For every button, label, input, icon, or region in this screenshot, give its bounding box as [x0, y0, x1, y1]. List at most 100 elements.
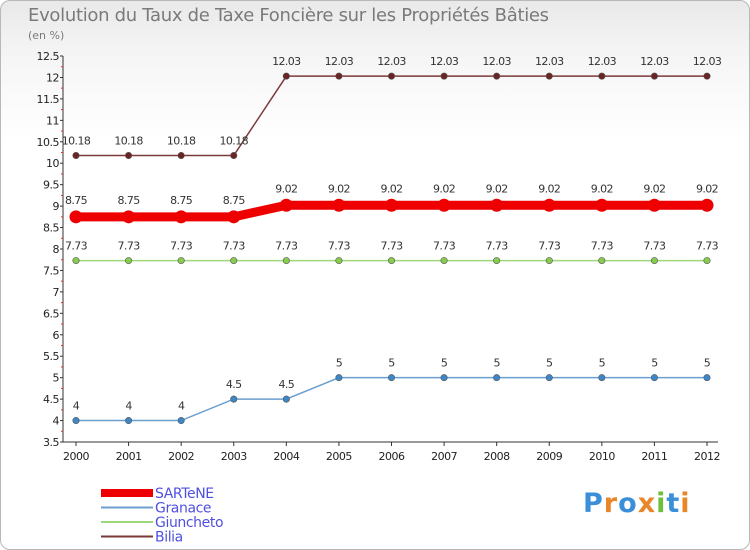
data-label-sartene: 8.75 — [118, 194, 141, 207]
data-point-bilia — [650, 72, 658, 80]
data-point-granace — [177, 417, 185, 425]
data-point-granace — [440, 374, 448, 382]
data-label-granace: 5 — [546, 357, 553, 370]
data-label-sartene: 9.02 — [486, 182, 508, 195]
x-tick-label: 2006 — [379, 450, 405, 463]
data-point-bilia — [493, 72, 501, 80]
data-label-bilia: 10.18 — [114, 135, 143, 148]
logo-letter: o — [618, 488, 638, 519]
y-tick-label: 11.5 — [37, 93, 60, 106]
x-tick-label: 2009 — [536, 450, 562, 463]
x-tick-label: 2001 — [116, 450, 142, 463]
series-line-granace — [76, 376, 707, 422]
data-point-sartene — [490, 198, 504, 212]
data-label-granace: 5 — [704, 357, 711, 370]
data-point-sartene — [647, 198, 661, 212]
data-point-giuncheto — [493, 257, 501, 265]
data-label-sartene: 9.02 — [643, 182, 665, 195]
data-label-granace: 4.5 — [226, 378, 242, 391]
data-label-bilia: 12.03 — [377, 55, 406, 68]
data-point-granace — [72, 417, 80, 425]
data-point-bilia — [125, 152, 133, 160]
x-tick-label: 2002 — [168, 450, 194, 463]
data-point-giuncheto — [650, 257, 658, 265]
legend-swatch-sartene — [101, 489, 153, 497]
data-point-giuncheto — [598, 257, 606, 265]
data-label-granace: 5 — [441, 357, 448, 370]
data-label-bilia: 10.18 — [62, 135, 91, 148]
data-label-giuncheto: 7.73 — [118, 240, 141, 253]
data-point-granace — [650, 374, 658, 382]
legend-label-bilia: Bilia — [155, 530, 183, 546]
y-tick-label: 7.5 — [43, 264, 59, 277]
data-point-bilia — [440, 72, 448, 80]
data-point-granace — [598, 374, 606, 382]
x-tick-label: 2008 — [484, 450, 510, 463]
y-tick-label: 6 — [53, 329, 60, 342]
proxiti-logo: Proxiti — [583, 488, 691, 519]
y-tick-label: 5 — [53, 372, 60, 385]
data-label-bilia: 12.03 — [693, 55, 722, 68]
y-tick-label: 4.5 — [43, 393, 59, 406]
data-label-giuncheto: 7.73 — [170, 240, 193, 253]
y-tick-label: 11 — [46, 114, 59, 127]
data-point-bilia — [335, 72, 343, 80]
y-tick-label: 6.5 — [43, 307, 59, 320]
data-label-sartene: 8.75 — [65, 194, 88, 207]
data-label-granace: 4.5 — [278, 378, 294, 391]
y-tick-label: 12.5 — [37, 50, 60, 63]
legend-label-granace: Granace — [155, 501, 211, 517]
logo-letter: t — [666, 488, 681, 519]
data-point-bilia — [387, 72, 395, 80]
data-label-bilia: 12.03 — [588, 55, 617, 68]
data-label-bilia: 12.03 — [535, 55, 564, 68]
x-tick-label: 2012 — [694, 450, 720, 463]
data-label-granace: 5 — [651, 357, 658, 370]
data-label-sartene: 8.75 — [170, 194, 193, 207]
data-point-granace — [387, 374, 395, 382]
y-tick-label: 8 — [53, 243, 60, 256]
y-tick-label: 10 — [46, 157, 59, 170]
logo-letter: i — [656, 488, 667, 519]
data-label-granace: 4 — [178, 400, 185, 413]
data-label-granace: 4 — [125, 400, 132, 413]
y-tick-label: 9.5 — [43, 179, 59, 192]
data-point-sartene — [437, 198, 451, 212]
x-tick-label: 2000 — [63, 450, 89, 463]
data-label-giuncheto: 7.73 — [275, 240, 298, 253]
data-point-bilia — [282, 72, 290, 80]
y-tick-label: 5.5 — [43, 350, 59, 363]
data-label-sartene: 9.02 — [433, 182, 455, 195]
data-point-giuncheto — [72, 257, 80, 265]
data-point-giuncheto — [282, 257, 290, 265]
data-point-bilia — [703, 72, 711, 80]
y-tick-label: 12 — [46, 71, 59, 84]
chart-title: Evolution du Taux de Taxe Foncière sur l… — [28, 5, 549, 26]
data-label-bilia: 12.03 — [430, 55, 459, 68]
logo-letter: x — [637, 488, 657, 519]
data-label-bilia: 10.18 — [220, 135, 249, 148]
data-label-sartene: 8.75 — [223, 194, 246, 207]
data-point-sartene — [69, 210, 83, 224]
data-label-granace: 5 — [493, 357, 500, 370]
data-label-sartene: 9.02 — [538, 182, 560, 195]
y-tick-label: 3.5 — [43, 436, 59, 449]
data-label-granace: 5 — [336, 357, 343, 370]
data-point-bilia — [177, 152, 185, 160]
data-label-sartene: 9.02 — [328, 182, 350, 195]
data-label-granace: 4 — [73, 400, 80, 413]
data-point-giuncheto — [125, 257, 133, 265]
data-point-giuncheto — [703, 257, 711, 265]
data-label-giuncheto: 7.73 — [538, 240, 561, 253]
logo-letter: i — [680, 488, 691, 519]
data-label-sartene: 9.02 — [380, 182, 402, 195]
data-point-granace — [545, 374, 553, 382]
data-label-giuncheto: 7.73 — [486, 240, 509, 253]
data-point-sartene — [332, 198, 346, 212]
data-point-sartene — [385, 198, 398, 212]
data-point-bilia — [545, 72, 553, 80]
data-point-giuncheto — [440, 257, 448, 265]
y-tick-label: 7 — [53, 286, 60, 299]
